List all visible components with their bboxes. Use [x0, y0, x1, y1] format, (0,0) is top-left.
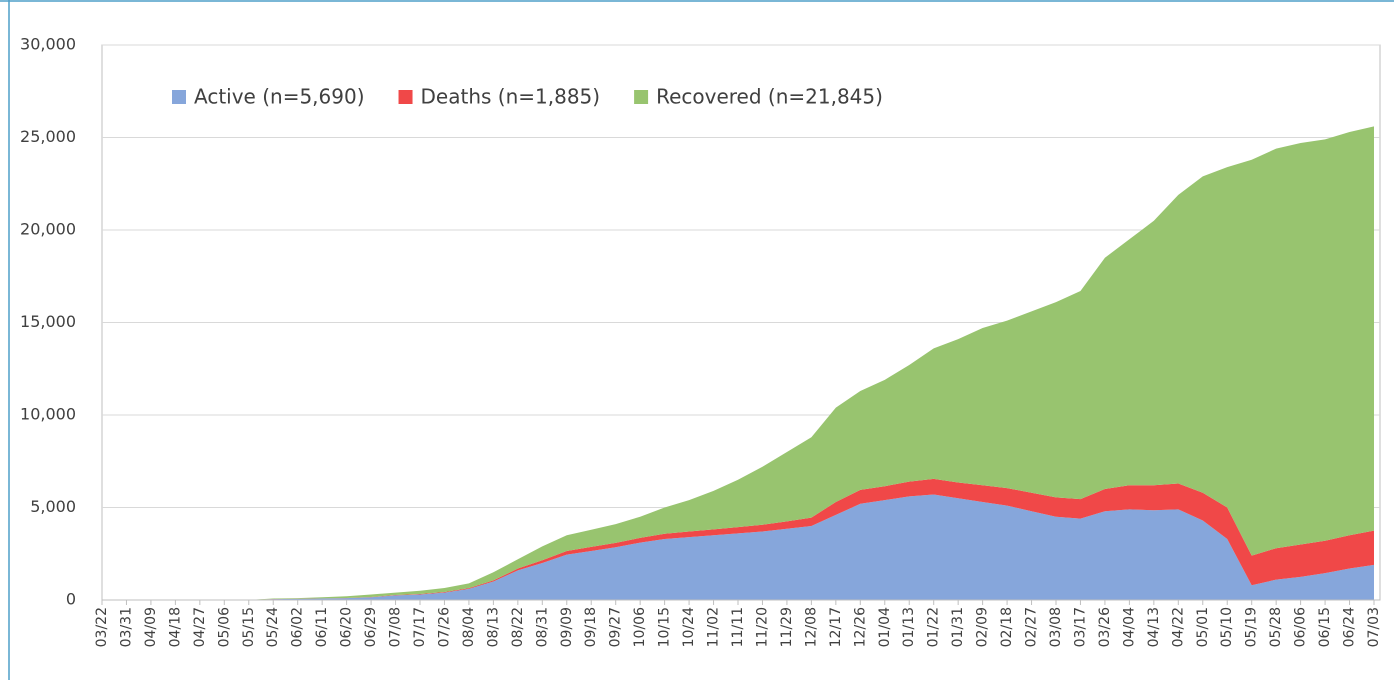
x-tick-label: 06/06: [1293, 607, 1309, 647]
x-tick-label: 02/27: [1024, 607, 1040, 647]
x-tick-label: 10/15: [657, 607, 673, 647]
x-tick-label: 05/01: [1195, 607, 1211, 647]
legend-label: Deaths (n=1,885): [421, 85, 601, 109]
x-tick-label: 06/02: [290, 607, 306, 647]
x-tick-label: 08/22: [510, 607, 526, 647]
x-tick-label: 11/11: [730, 607, 746, 647]
x-tick-label: 05/28: [1268, 607, 1284, 647]
x-tick-label: 07/08: [388, 607, 404, 647]
x-tick-label: 01/04: [877, 607, 893, 647]
x-tick-label: 05/24: [265, 607, 281, 647]
x-tick-label: 11/29: [779, 607, 795, 647]
x-tick-label: 04/04: [1121, 607, 1137, 647]
x-tick-label: 12/08: [803, 607, 819, 647]
y-tick-label: 15,000: [20, 312, 76, 331]
area: [102, 478, 1374, 600]
legend-swatch: [172, 90, 186, 104]
x-tick-label: 07/03: [1366, 607, 1382, 647]
x-tick-label: 06/11: [314, 607, 330, 647]
x-tick-label: 09/18: [583, 607, 599, 647]
x-tick-label: 04/13: [1146, 607, 1162, 647]
x-tick-label: 01/22: [926, 607, 942, 647]
x-tick-label: 04/27: [192, 607, 208, 647]
x-tick-label: 02/18: [999, 607, 1015, 647]
x-tick-label: 03/31: [118, 607, 134, 647]
y-tick-label: 30,000: [20, 35, 76, 54]
x-tick-label: 01/31: [950, 607, 966, 647]
legend-swatch: [634, 90, 649, 104]
x-tick-label: 06/24: [1342, 607, 1358, 647]
y-tick-label: 10,000: [20, 405, 76, 424]
x-tick-label: 12/17: [828, 607, 844, 647]
x-tick-label: 01/13: [901, 607, 917, 647]
area: [102, 494, 1374, 600]
x-tick-label: 10/06: [632, 607, 648, 647]
x-tick-label: 02/09: [975, 607, 991, 647]
x-tick-label: 11/02: [706, 607, 722, 647]
x-tick-label: 11/20: [754, 607, 770, 647]
x-tick-label: 05/19: [1244, 607, 1260, 647]
x-tick-label: 12/26: [852, 607, 868, 647]
y-tick-label: 25,000: [20, 127, 76, 146]
x-tick-label: 06/20: [339, 607, 355, 647]
x-tick-label: 03/08: [1048, 607, 1064, 647]
x-tick-label: 04/09: [143, 607, 159, 647]
x-tick-label: 04/18: [167, 607, 183, 647]
x-tick-label: 06/15: [1317, 607, 1333, 647]
x-tick-label: 09/09: [559, 607, 575, 647]
x-tick-label: 08/31: [534, 607, 550, 647]
x-tick-label: 06/29: [363, 607, 379, 647]
area: [102, 126, 1374, 601]
x-tick-label: 10/24: [681, 607, 697, 647]
y-tick-label: 5,000: [30, 497, 76, 516]
x-tick-label: 07/17: [412, 607, 428, 647]
x-tick-label: 03/26: [1097, 607, 1113, 647]
y-tick-label: 20,000: [20, 220, 76, 239]
x-tick-label: 07/26: [436, 607, 452, 647]
x-tick-label: 05/10: [1219, 607, 1235, 647]
legend-label: Recovered (n=21,845): [656, 85, 883, 109]
x-tick-label: 03/17: [1072, 607, 1088, 647]
x-tick-label: 08/04: [461, 607, 477, 647]
x-tick-label: 05/15: [241, 607, 257, 647]
x-tick-label: 09/27: [608, 607, 624, 647]
legend-swatch: [398, 90, 413, 104]
x-tick-label: 04/22: [1170, 607, 1186, 647]
y-tick-label: 0: [66, 590, 76, 609]
x-tick-label: 05/06: [216, 607, 232, 647]
x-tick-label: 08/13: [485, 607, 501, 647]
legend-label: Active (n=5,690): [194, 85, 365, 109]
x-tick-label: 03/22: [94, 607, 110, 647]
